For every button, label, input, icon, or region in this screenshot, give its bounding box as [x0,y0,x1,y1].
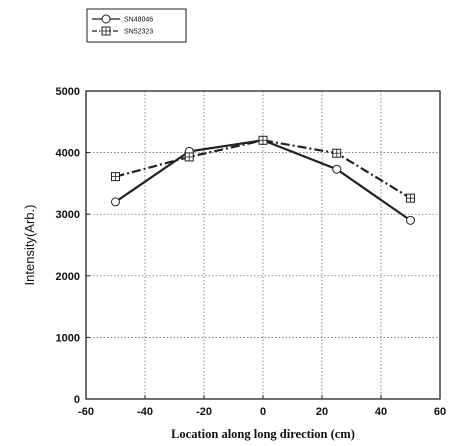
x-tick-label: -20 [196,406,212,418]
y-tick-label: 1000 [56,332,80,344]
y-tick-label: 3000 [56,209,80,221]
y-axis-title: Intensity(Arb.) [22,205,37,286]
data-point-SN48046 [406,215,415,225]
data-point-SN52323 [406,193,415,203]
y-tick-label: 2000 [56,271,80,283]
data-point-SN52323 [332,148,342,158]
x-tick-label: 60 [434,406,446,418]
data-point-SN52323 [111,172,120,182]
grid [86,91,440,399]
x-tick-label: -40 [137,406,153,418]
data-point-SN52323 [258,135,268,145]
legend-box [86,8,187,43]
data-point-SN48046 [111,197,120,207]
legend-marker-SN52323 [101,26,111,36]
legend: SN48046 SN52323 [86,8,187,43]
legend-label-SN52323: SN52323 [124,29,153,36]
legend-marker-SN48046 [101,14,111,24]
legend-label-SN48046: SN48046 [124,17,153,24]
x-tick-label: -60 [78,406,94,418]
data-point-SN48046 [332,164,342,174]
x-tick-label: 20 [316,406,328,418]
x-axis-ticks: -60 -40 -20 0 20 40 60 [78,395,446,418]
x-tick-label: 0 [260,406,266,418]
series-layer [111,135,415,225]
x-tick-label: 40 [375,406,387,418]
series-line-SN52323 [115,139,412,200]
y-tick-label: 4000 [56,148,80,160]
x-axis-title: Location along long direction (cm) [171,427,355,441]
y-tick-label: 5000 [56,86,80,98]
plot-area [85,90,441,400]
y-tick-label: 0 [74,394,80,406]
data-point-SN52323 [184,152,194,162]
y-axis-ticks: 0 1000 2000 3000 4000 5000 [56,86,90,406]
